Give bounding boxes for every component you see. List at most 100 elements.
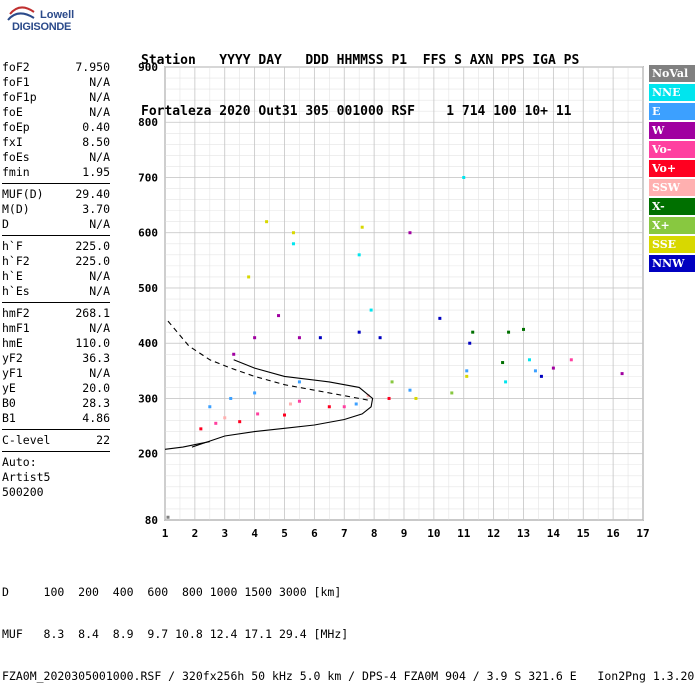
param-name: B1 — [2, 411, 16, 425]
param-name: foF2 — [2, 60, 30, 74]
data-point — [357, 253, 361, 257]
data-point — [462, 175, 466, 179]
param-group-3: h`F 225.0 h`F2 225.0 h`E N/A h`Es N/A — [2, 239, 110, 299]
param-name: M(D) — [2, 202, 30, 216]
data-point — [291, 242, 295, 246]
legend-item: SSW — [649, 179, 695, 196]
legend-item: NoVal — [649, 65, 695, 82]
data-point — [318, 336, 322, 340]
logo-line2: DIGISONDE — [12, 21, 72, 33]
param-name: foF1p — [2, 90, 37, 104]
footer-info: D 100 200 400 600 800 1000 1500 3000 [km… — [2, 557, 694, 697]
auto-line-2: Artist5 — [2, 470, 110, 485]
y-tick-label: 900 — [138, 61, 158, 74]
x-tick-label: 11 — [457, 527, 471, 540]
legend-item: X- — [649, 198, 695, 215]
data-point — [471, 330, 475, 334]
param-row: h`E N/A — [2, 269, 110, 284]
legend-item: Vo+ — [649, 160, 695, 177]
data-point — [253, 336, 257, 340]
param-name: hmF1 — [2, 321, 30, 335]
data-point — [291, 231, 295, 235]
data-point — [390, 380, 394, 384]
data-point — [551, 366, 555, 370]
x-tick-label: 8 — [371, 527, 378, 540]
y-tick-label: 200 — [138, 448, 158, 461]
data-point — [569, 358, 573, 362]
param-group-1: foF2 7.950 foF1 N/A foF1p N/A foE N/A foEp 0.40 fx… — [2, 60, 110, 180]
param-row: fxI 8.50 — [2, 135, 110, 150]
data-point — [223, 416, 227, 420]
data-point — [238, 420, 242, 424]
param-name: fmin — [2, 165, 30, 179]
param-name: foEp — [2, 120, 30, 134]
y-tick-label: 80 — [145, 514, 158, 527]
param-name: yE — [2, 381, 16, 395]
param-row: foF1 N/A — [2, 75, 110, 90]
param-row: foEp 0.40 — [2, 120, 110, 135]
param-name: yF2 — [2, 351, 23, 365]
param-name: yF1 — [2, 366, 23, 380]
param-value: 22 — [96, 433, 110, 447]
param-value: 225.0 — [75, 254, 110, 268]
param-name: D — [2, 217, 9, 231]
param-name: h`E — [2, 269, 23, 283]
data-point — [620, 372, 624, 376]
separator — [2, 235, 110, 236]
auto-line-3: 500200 — [2, 485, 110, 500]
data-point — [288, 402, 292, 406]
param-row: D N/A — [2, 217, 110, 232]
data-point — [465, 374, 469, 378]
data-point — [256, 412, 260, 416]
data-point — [166, 515, 170, 519]
data-point — [522, 327, 525, 331]
param-value: 36.3 — [82, 351, 110, 365]
logo-emblem-icon — [7, 6, 35, 21]
data-point — [414, 396, 418, 400]
param-row: hmF2 268.1 — [2, 306, 110, 321]
data-point — [501, 361, 505, 365]
param-value: N/A — [89, 321, 110, 335]
data-point — [539, 374, 543, 378]
data-point — [229, 396, 233, 400]
param-value: 28.3 — [82, 396, 110, 410]
data-point — [504, 380, 508, 384]
param-row-clevel: C-level 22 — [2, 433, 110, 448]
data-point — [199, 427, 203, 431]
scaled-parameters-panel: foF2 7.950 foF1 N/A foF1p N/A foE N/A foEp 0.40 fx… — [2, 60, 110, 500]
param-name: h`F2 — [2, 254, 30, 268]
param-name: MUF(D) — [2, 187, 44, 201]
x-tick-label: 6 — [311, 527, 318, 540]
legend-item: E — [649, 103, 695, 120]
param-name: fxI — [2, 135, 23, 149]
footer-file-info: FZA0M_2020305001000.RSF / 320fx256h 50 k… — [2, 669, 695, 683]
data-point — [283, 413, 286, 417]
data-point — [408, 388, 412, 392]
data-point — [208, 405, 212, 409]
data-point — [465, 369, 469, 373]
separator — [2, 302, 110, 303]
x-tick-label: 7 — [341, 527, 348, 540]
param-row: foEs N/A — [2, 150, 110, 165]
param-value: N/A — [89, 269, 110, 283]
param-name: hmE — [2, 336, 23, 350]
footer-muf-row: MUF 8.3 8.4 8.9 9.7 10.8 12.4 17.1 29.4 … — [2, 627, 349, 641]
header-values: Fortaleza 2020 Out31 305 001000 RSF 1 71… — [141, 104, 572, 119]
data-point — [354, 402, 358, 406]
param-value: N/A — [89, 150, 110, 164]
param-value: 29.40 — [75, 187, 110, 201]
data-point — [369, 308, 373, 312]
profile-trace-low — [164, 441, 210, 450]
param-name: B0 — [2, 396, 16, 410]
data-point — [378, 336, 382, 340]
x-tick-label: 2 — [192, 527, 199, 540]
x-tick-label: 17 — [636, 527, 649, 540]
param-value: N/A — [89, 105, 110, 119]
legend-item: X+ — [649, 217, 695, 234]
x-tick-label: 14 — [547, 527, 561, 540]
param-value: 110.0 — [75, 336, 110, 350]
legend-item: Vo- — [649, 141, 695, 158]
separator — [2, 451, 110, 452]
data-point — [253, 391, 257, 395]
